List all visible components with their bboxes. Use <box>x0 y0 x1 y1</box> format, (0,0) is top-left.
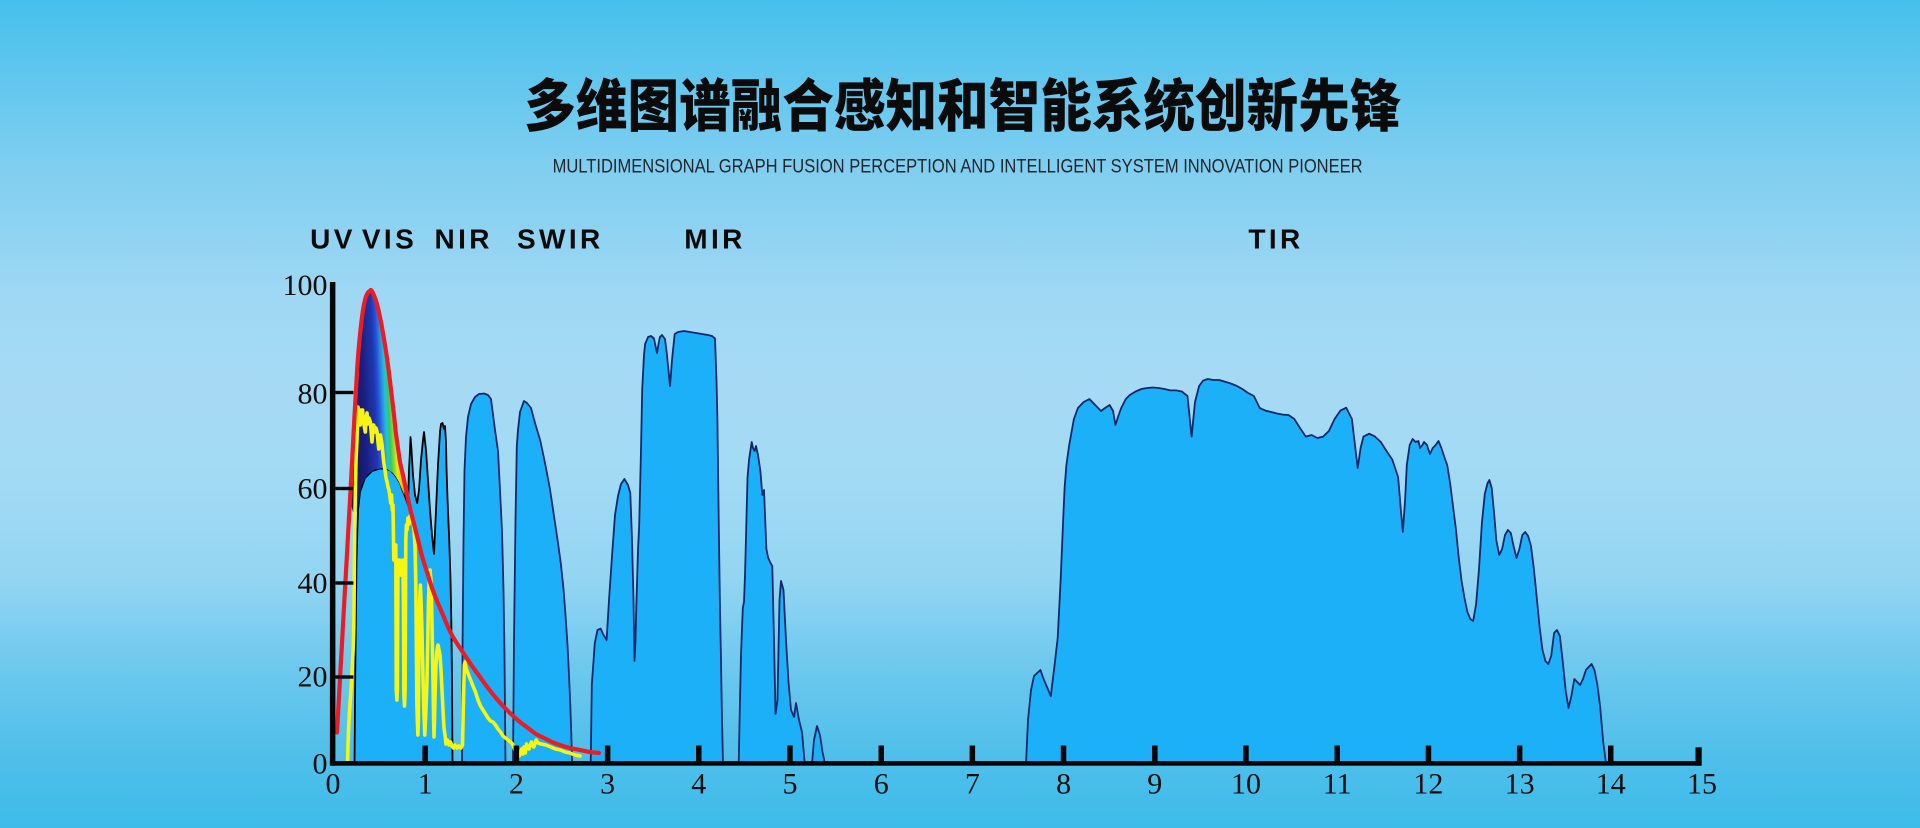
svg-text:11: 11 <box>1323 768 1352 801</box>
svg-text:NIR: NIR <box>434 224 492 255</box>
svg-text:1: 1 <box>418 768 433 801</box>
svg-text:13: 13 <box>1505 768 1535 801</box>
svg-text:0: 0 <box>326 768 341 801</box>
svg-text:100: 100 <box>283 269 328 302</box>
svg-text:3: 3 <box>600 768 615 801</box>
svg-text:0: 0 <box>313 748 328 781</box>
svg-text:60: 60 <box>298 473 328 506</box>
svg-text:5: 5 <box>783 768 798 801</box>
svg-text:40: 40 <box>298 567 328 600</box>
svg-text:UV: UV <box>310 224 356 255</box>
svg-text:8: 8 <box>1056 768 1071 801</box>
svg-text:15: 15 <box>1687 768 1717 801</box>
svg-text:TIR: TIR <box>1248 224 1303 255</box>
svg-text:7: 7 <box>965 768 980 801</box>
svg-text:20: 20 <box>298 661 328 694</box>
svg-text:MIR: MIR <box>684 224 746 255</box>
svg-text:2: 2 <box>509 768 524 801</box>
svg-text:10: 10 <box>1231 768 1261 801</box>
svg-text:14: 14 <box>1596 768 1626 801</box>
svg-text:4: 4 <box>691 768 706 801</box>
svg-text:9: 9 <box>1147 768 1162 801</box>
svg-text:SWIR: SWIR <box>517 224 604 255</box>
svg-text:VIS: VIS <box>362 224 417 255</box>
svg-text:80: 80 <box>298 378 328 411</box>
svg-text:6: 6 <box>874 768 889 801</box>
svg-text:MULTIDIMENSIONAL GRAPH FUSION: MULTIDIMENSIONAL GRAPH FUSION PERCEPTION… <box>553 157 1363 178</box>
svg-text:12: 12 <box>1413 768 1443 801</box>
